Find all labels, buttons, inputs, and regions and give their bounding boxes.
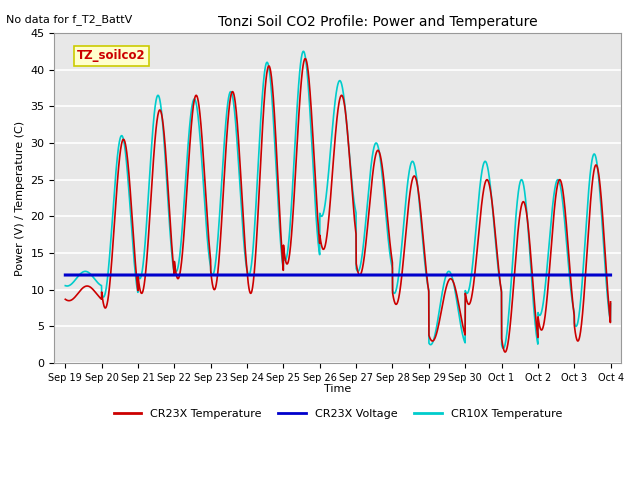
CR23X Temperature [124, 156, 131, 162]
CR23X Voltage [607, 272, 614, 278]
CR23X Voltage [271, 272, 278, 278]
CR23X Voltage [61, 272, 69, 278]
CR23X Voltage [156, 272, 164, 278]
CR10X Temperature [156, 97, 164, 103]
CR10X Temperature [300, 48, 307, 54]
Y-axis label: Power (V) / Temperature (C): Power (V) / Temperature (C) [15, 120, 25, 276]
CR23X Temperature [301, 56, 309, 61]
CR23X Temperature [294, 125, 302, 131]
Legend: CR23X Temperature, CR23X Voltage, CR10X Temperature: CR23X Temperature, CR23X Voltage, CR10X … [109, 405, 567, 423]
CR10X Temperature [607, 301, 614, 307]
CR23X Temperature [61, 297, 69, 302]
CR23X Temperature [501, 349, 509, 355]
CR23X Temperature [596, 184, 604, 190]
CR10X Temperature [596, 193, 604, 199]
CR10X Temperature [124, 170, 131, 176]
CR10X Temperature [271, 134, 278, 140]
Line: CR10X Temperature: CR10X Temperature [65, 51, 611, 348]
CR23X Voltage [124, 272, 131, 278]
CR10X Temperature [538, 309, 545, 315]
CR23X Temperature [538, 327, 545, 333]
CR10X Temperature [61, 283, 69, 288]
Text: No data for f_T2_BattV: No data for f_T2_BattV [6, 14, 132, 25]
CR23X Temperature [607, 299, 614, 305]
CR23X Voltage [294, 272, 302, 278]
CR23X Temperature [271, 111, 278, 117]
CR10X Temperature [294, 90, 302, 96]
CR10X Temperature [499, 346, 507, 351]
CR23X Temperature [156, 107, 164, 113]
Text: TZ_soilco2: TZ_soilco2 [77, 49, 146, 62]
X-axis label: Time: Time [324, 384, 351, 394]
Line: CR23X Temperature: CR23X Temperature [65, 59, 611, 352]
Title: Tonzi Soil CO2 Profile: Power and Temperature: Tonzi Soil CO2 Profile: Power and Temper… [218, 15, 538, 29]
CR23X Voltage [596, 272, 604, 278]
CR23X Voltage [537, 272, 545, 278]
